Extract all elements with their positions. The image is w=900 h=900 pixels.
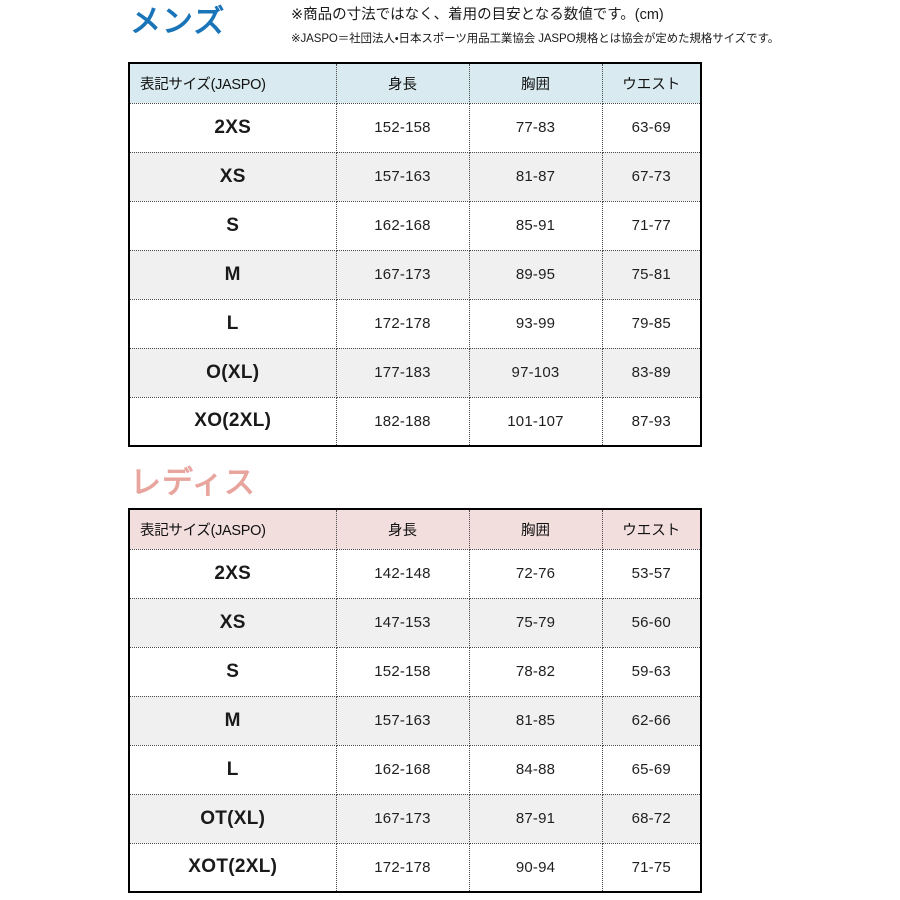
column-header-size: 表記サイズ(JASPO) [129, 509, 337, 550]
cell-size: S [129, 201, 337, 251]
table-header-row: 表記サイズ(JASPO) 身長 胸囲 ウエスト [129, 509, 701, 550]
cell-chest: 78-82 [469, 647, 603, 697]
mens-table-body: 2XS 152-158 77-83 63-69 XS 157-163 81-87… [129, 103, 701, 446]
cell-size: O(XL) [129, 348, 337, 398]
cell-size: 2XS [129, 103, 337, 153]
ladies-section-title: レディス [130, 465, 256, 500]
cell-waist: 68-72 [602, 794, 701, 844]
cell-height: 172-178 [336, 299, 470, 349]
mens-section-title: メンズ [130, 4, 226, 39]
cell-waist: 71-75 [602, 843, 701, 892]
cell-waist: 59-63 [602, 647, 701, 697]
cell-chest: 81-87 [469, 152, 603, 202]
cell-size: M [129, 696, 337, 746]
cell-chest: 90-94 [469, 843, 603, 892]
table-row: 2XS 142-148 72-76 53-57 [129, 549, 701, 599]
cell-waist: 87-93 [602, 397, 701, 446]
cell-chest: 75-79 [469, 598, 603, 648]
cell-chest: 81-85 [469, 696, 603, 746]
table-row: S 162-168 85-91 71-77 [129, 201, 701, 251]
mens-section: メンズ ※商品の寸法ではなく、着用の目安となる数値です。(cm) ※JASPO＝… [0, 0, 900, 447]
column-header-chest: 胸囲 [469, 509, 603, 550]
table-row: O(XL) 177-183 97-103 83-89 [129, 348, 701, 398]
cell-waist: 62-66 [602, 696, 701, 746]
cell-size: L [129, 745, 337, 795]
ladies-section-header: レディス [0, 455, 900, 513]
ladies-size-table: 表記サイズ(JASPO) 身長 胸囲 ウエスト 2XS 142-148 72-7… [128, 508, 702, 893]
table-row: XOT(2XL) 172-178 90-94 71-75 [129, 843, 701, 892]
mens-size-table: 表記サイズ(JASPO) 身長 胸囲 ウエスト 2XS 152-158 77-8… [128, 62, 702, 447]
ladies-table-body: 2XS 142-148 72-76 53-57 XS 147-153 75-79… [129, 549, 701, 892]
note-line-2: ※JASPO＝社団法人・日本スポーツ用品工業協会 JASPO規格とは協会が定めた… [291, 33, 780, 45]
cell-height: 152-158 [336, 647, 470, 697]
cell-height: 167-173 [336, 250, 470, 300]
column-header-size: 表記サイズ(JASPO) [129, 63, 337, 104]
cell-waist: 71-77 [602, 201, 701, 251]
table-row: OT(XL) 167-173 87-91 68-72 [129, 794, 701, 844]
cell-waist: 83-89 [602, 348, 701, 398]
mens-section-header: メンズ ※商品の寸法ではなく、着用の目安となる数値です。(cm) ※JASPO＝… [0, 0, 900, 58]
ladies-section: レディス 表記サイズ(JASPO) 身長 胸囲 ウエスト 2XS [0, 455, 900, 893]
cell-waist: 56-60 [602, 598, 701, 648]
column-header-chest: 胸囲 [469, 63, 603, 104]
note-line-1: ※商品の寸法ではなく、着用の目安となる数値です。(cm) [291, 7, 664, 23]
cell-height: 177-183 [336, 348, 470, 398]
table-header-row: 表記サイズ(JASPO) 身長 胸囲 ウエスト [129, 63, 701, 104]
table-row: L 172-178 93-99 79-85 [129, 299, 701, 349]
cell-size: XO(2XL) [129, 397, 337, 446]
cell-height: 157-163 [336, 696, 470, 746]
table-row: 2XS 152-158 77-83 63-69 [129, 103, 701, 153]
cell-waist: 79-85 [602, 299, 701, 349]
cell-chest: 72-76 [469, 549, 603, 599]
cell-waist: 67-73 [602, 152, 701, 202]
table-row: XS 157-163 81-87 67-73 [129, 152, 701, 202]
cell-size: L [129, 299, 337, 349]
cell-size: OT(XL) [129, 794, 337, 844]
cell-height: 157-163 [336, 152, 470, 202]
cell-waist: 75-81 [602, 250, 701, 300]
cell-height: 167-173 [336, 794, 470, 844]
table-row: S 152-158 78-82 59-63 [129, 647, 701, 697]
cell-chest: 84-88 [469, 745, 603, 795]
cell-height: 162-168 [336, 745, 470, 795]
cell-chest: 77-83 [469, 103, 603, 153]
cell-chest: 101-107 [469, 397, 603, 446]
cell-height: 162-168 [336, 201, 470, 251]
cell-chest: 87-91 [469, 794, 603, 844]
cell-height: 172-178 [336, 843, 470, 892]
table-row: M 167-173 89-95 75-81 [129, 250, 701, 300]
cell-height: 182-188 [336, 397, 470, 446]
cell-chest: 89-95 [469, 250, 603, 300]
cell-waist: 65-69 [602, 745, 701, 795]
cell-size: XS [129, 598, 337, 648]
table-row: XS 147-153 75-79 56-60 [129, 598, 701, 648]
mens-table-wrapper: 表記サイズ(JASPO) 身長 胸囲 ウエスト 2XS 152-158 77-8… [128, 62, 702, 447]
cell-height: 142-148 [336, 549, 470, 599]
cell-size: XS [129, 152, 337, 202]
cell-chest: 93-99 [469, 299, 603, 349]
column-header-waist: ウエスト [602, 509, 701, 550]
column-header-waist: ウエスト [602, 63, 701, 104]
measurement-notes: ※商品の寸法ではなく、着用の目安となる数値です。(cm) ※JASPO＝社団法人… [291, 6, 891, 48]
cell-waist: 53-57 [602, 549, 701, 599]
cell-size: XOT(2XL) [129, 843, 337, 892]
table-row: L 162-168 84-88 65-69 [129, 745, 701, 795]
column-header-height: 身長 [336, 63, 470, 104]
cell-height: 152-158 [336, 103, 470, 153]
cell-height: 147-153 [336, 598, 470, 648]
cell-waist: 63-69 [602, 103, 701, 153]
table-row: M 157-163 81-85 62-66 [129, 696, 701, 746]
table-row: XO(2XL) 182-188 101-107 87-93 [129, 397, 701, 446]
cell-chest: 85-91 [469, 201, 603, 251]
column-header-height: 身長 [336, 509, 470, 550]
cell-size: M [129, 250, 337, 300]
cell-size: 2XS [129, 549, 337, 599]
cell-chest: 97-103 [469, 348, 603, 398]
cell-size: S [129, 647, 337, 697]
ladies-table-wrapper: 表記サイズ(JASPO) 身長 胸囲 ウエスト 2XS 142-148 72-7… [128, 508, 702, 893]
